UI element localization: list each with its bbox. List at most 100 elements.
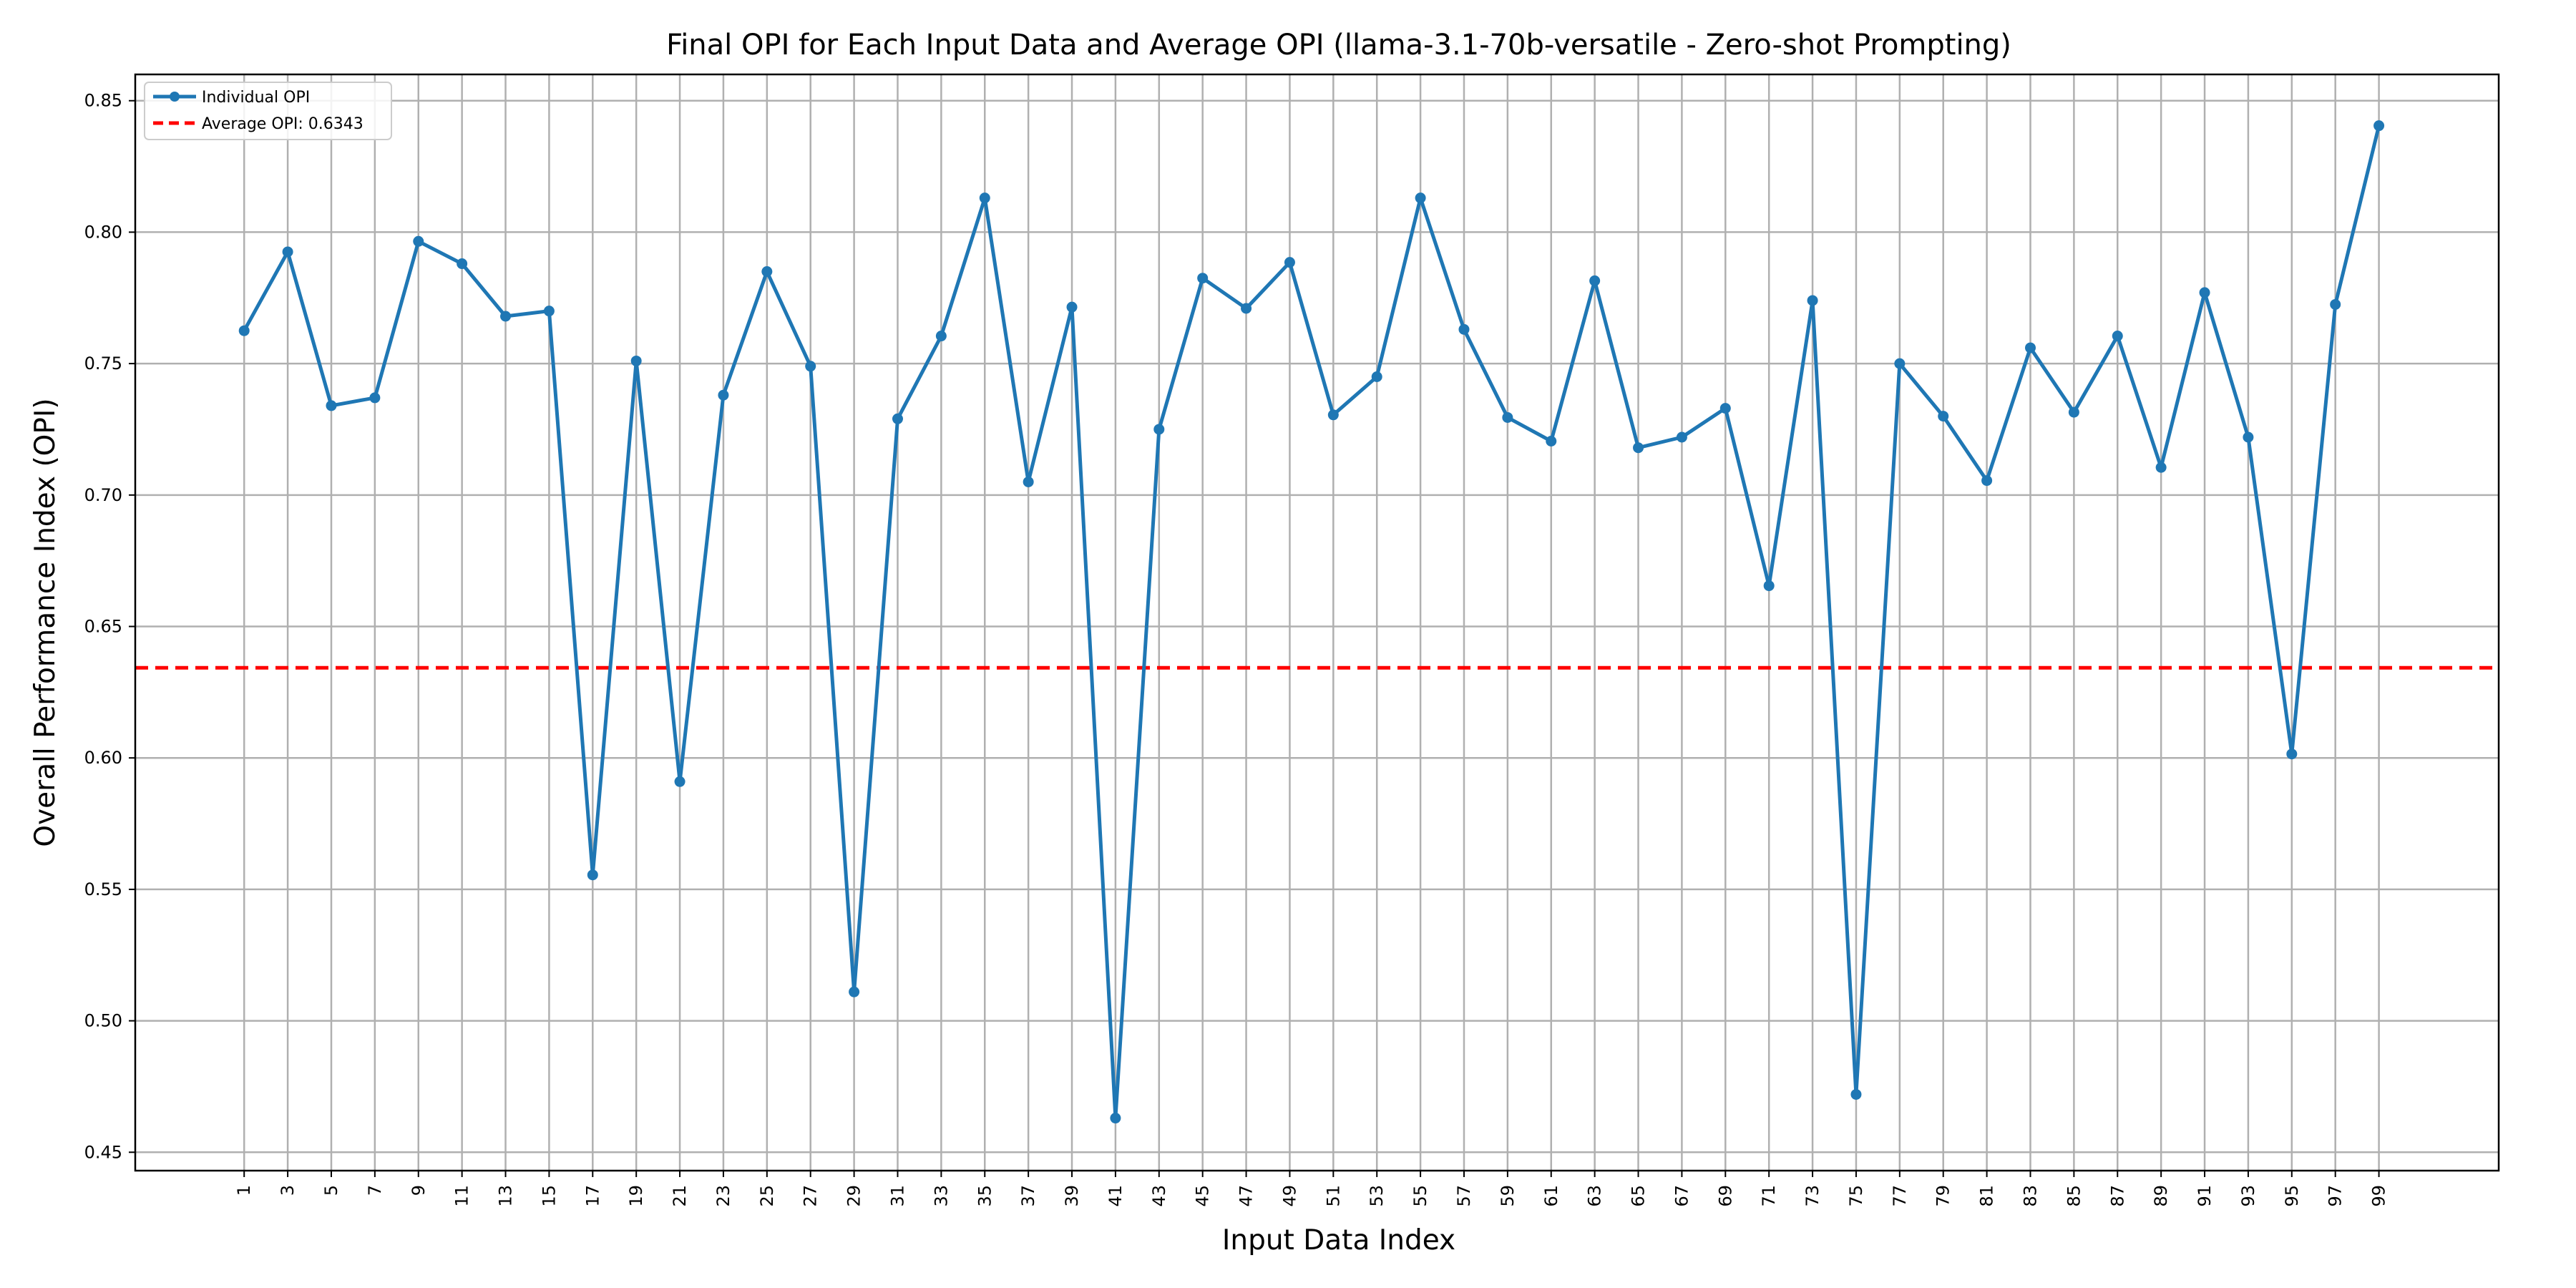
data-point bbox=[2330, 298, 2341, 310]
data-point bbox=[1807, 295, 1818, 306]
x-tick-label: 19 bbox=[626, 1185, 646, 1207]
x-tick-label: 79 bbox=[1933, 1185, 1953, 1207]
x-tick-label: 99 bbox=[2369, 1185, 2389, 1207]
data-point bbox=[413, 235, 424, 247]
data-point bbox=[1371, 371, 1382, 382]
plot-frame bbox=[134, 73, 2500, 1172]
x-tick-label: 81 bbox=[1977, 1185, 1997, 1207]
data-point bbox=[1023, 476, 1034, 487]
data-point bbox=[2373, 120, 2385, 132]
x-tick-label: 69 bbox=[1715, 1185, 1735, 1207]
x-tick-label: 17 bbox=[582, 1185, 602, 1207]
x-tick-label: 43 bbox=[1149, 1185, 1169, 1207]
x-tick-label: 1 bbox=[234, 1185, 254, 1196]
data-point bbox=[2068, 406, 2079, 418]
x-tick-label: 5 bbox=[321, 1185, 341, 1196]
x-tick-label: 77 bbox=[1890, 1185, 1910, 1207]
data-point bbox=[1153, 424, 1165, 435]
x-tick-label: 13 bbox=[496, 1185, 516, 1207]
y-tick-label: 0.50 bbox=[84, 1011, 122, 1031]
data-point bbox=[2112, 331, 2123, 342]
x-tick-label: 67 bbox=[1672, 1185, 1692, 1207]
data-point bbox=[1981, 475, 1993, 487]
x-tick-label: 27 bbox=[801, 1185, 821, 1207]
x-tick-label: 75 bbox=[1846, 1185, 1866, 1207]
data-point bbox=[1546, 436, 1557, 447]
x-tick-label: 63 bbox=[1585, 1185, 1605, 1207]
x-tick-label: 47 bbox=[1236, 1185, 1257, 1207]
x-tick-label: 31 bbox=[887, 1185, 907, 1207]
data-point bbox=[1066, 301, 1078, 313]
data-point bbox=[2199, 287, 2210, 298]
data-point bbox=[849, 986, 860, 997]
data-point bbox=[1589, 275, 1601, 286]
x-tick-label: 95 bbox=[2282, 1185, 2302, 1207]
data-point bbox=[2286, 748, 2298, 760]
y-tick-label: 0.45 bbox=[84, 1142, 122, 1162]
data-point bbox=[1633, 442, 1644, 454]
x-tick-label: 59 bbox=[1498, 1185, 1518, 1207]
data-point bbox=[979, 192, 990, 204]
data-point bbox=[1197, 273, 1209, 284]
x-axis-label: Input Data Index bbox=[1222, 1224, 1455, 1257]
data-point bbox=[2024, 342, 2036, 353]
data-point bbox=[326, 400, 337, 411]
data-point bbox=[2243, 431, 2254, 443]
data-point bbox=[1894, 358, 1906, 369]
x-tick-label: 11 bbox=[452, 1185, 472, 1207]
data-point bbox=[457, 258, 468, 270]
data-point bbox=[500, 311, 512, 322]
x-tick-label: 71 bbox=[1759, 1185, 1779, 1207]
x-tick-label: 91 bbox=[2195, 1185, 2215, 1207]
data-point bbox=[761, 266, 773, 278]
data-point bbox=[935, 331, 947, 342]
x-tick-label: 23 bbox=[713, 1185, 733, 1207]
x-tick-label: 37 bbox=[1018, 1185, 1038, 1207]
x-tick-label: 93 bbox=[2238, 1185, 2258, 1207]
y-tick-label: 0.60 bbox=[84, 748, 122, 768]
data-point bbox=[1676, 431, 1687, 443]
x-tick-label: 57 bbox=[1454, 1185, 1474, 1207]
data-point bbox=[1241, 303, 1252, 314]
series-layer bbox=[238, 120, 2385, 1124]
legend-average-label: Average OPI: 0.6343 bbox=[202, 115, 364, 133]
legend: Individual OPI Average OPI: 0.6343 bbox=[144, 82, 392, 140]
x-tick-label: 87 bbox=[2107, 1185, 2127, 1207]
y-tick-label: 0.65 bbox=[84, 617, 122, 637]
data-point bbox=[1850, 1088, 1862, 1100]
data-point bbox=[1327, 409, 1339, 421]
x-tick-label: 9 bbox=[409, 1185, 429, 1196]
x-tick-label: 55 bbox=[1410, 1185, 1430, 1207]
y-tick-layer: 0.45 0.50 0.55 0.60 0.65 0.70 0.75 0.80 0.85 bbox=[84, 91, 135, 1162]
x-tick-layer: 1 3 5 7 9 11 13 15 17 19 21 23 25 27 29 31 33 35 37 39 41 43 4… bbox=[234, 1171, 2389, 1207]
x-tick-label: 83 bbox=[2020, 1185, 2040, 1207]
data-point bbox=[892, 413, 903, 424]
y-tick-label: 0.80 bbox=[84, 222, 122, 242]
x-tick-label: 73 bbox=[1802, 1185, 1823, 1207]
x-tick-label: 29 bbox=[844, 1185, 864, 1207]
x-tick-label: 89 bbox=[2151, 1185, 2171, 1207]
x-tick-label: 33 bbox=[931, 1185, 951, 1207]
x-tick-label: 41 bbox=[1106, 1185, 1126, 1207]
data-point bbox=[1502, 411, 1513, 423]
data-point bbox=[543, 306, 555, 317]
data-point bbox=[630, 355, 642, 366]
x-tick-label: 39 bbox=[1062, 1185, 1082, 1207]
legend-series-label: Individual OPI bbox=[202, 89, 310, 107]
x-tick-label: 3 bbox=[278, 1185, 298, 1196]
data-point bbox=[2155, 462, 2167, 473]
x-tick-label: 49 bbox=[1279, 1185, 1299, 1207]
x-tick-label: 61 bbox=[1541, 1185, 1561, 1207]
x-tick-label: 53 bbox=[1367, 1185, 1387, 1207]
data-point bbox=[1415, 192, 1426, 204]
legend-box bbox=[144, 82, 392, 140]
chart-title: Final OPI for Each Input Data and Averag… bbox=[666, 29, 2011, 62]
legend-series-marker bbox=[170, 92, 180, 102]
x-tick-label: 7 bbox=[365, 1185, 385, 1196]
data-point bbox=[718, 389, 729, 401]
data-point bbox=[674, 776, 686, 787]
x-tick-label: 35 bbox=[975, 1185, 995, 1207]
series-line bbox=[243, 125, 2381, 1120]
